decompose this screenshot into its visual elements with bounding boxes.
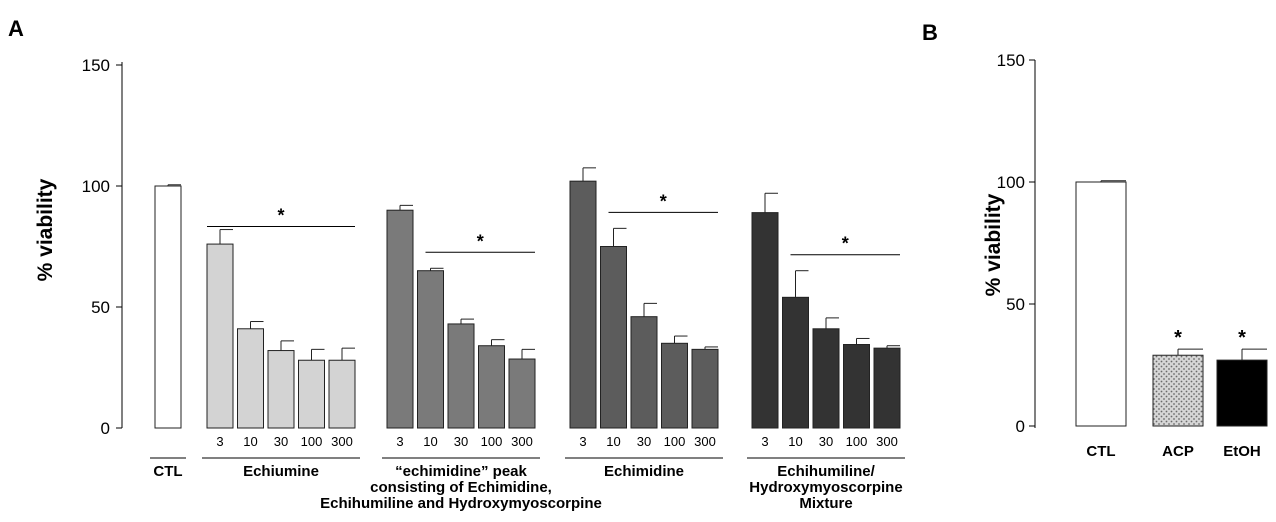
dose-label: 100 (664, 434, 686, 449)
bar (661, 342, 688, 429)
dose-label: 3 (761, 434, 768, 449)
dose-label: 30 (637, 434, 651, 449)
y-tick-label: 100 (997, 173, 1025, 192)
dose-label: 300 (511, 434, 533, 449)
dose-label: 10 (606, 434, 620, 449)
dose-label: 30 (274, 434, 288, 449)
group-label: Hydroxymyoscorpine (749, 479, 902, 496)
dose-label: 100 (481, 434, 503, 449)
dose-label: 10 (423, 434, 437, 449)
y-tick-label: 100 (82, 177, 110, 196)
y-tick-label: 50 (91, 298, 110, 317)
bar (267, 350, 295, 429)
group-label: CTL (153, 463, 182, 480)
dose-label: 100 (301, 434, 323, 449)
bar (691, 348, 719, 429)
significance-star: * (842, 234, 849, 254)
dose-label: 3 (579, 434, 586, 449)
dose-label: 30 (819, 434, 833, 449)
group-label: Echihumiline and Hydroxymyoscorpine (320, 495, 602, 512)
group-label: Echiumine (243, 463, 319, 480)
panel-b: B % viability 0 50 100 150 CTL ACP * EtOH * (922, 20, 1268, 460)
dose-label: 100 (846, 434, 868, 449)
bar (782, 296, 809, 429)
dose-label: 10 (788, 434, 802, 449)
significance-star: * (1174, 327, 1182, 349)
panel-a-label: A (8, 16, 24, 41)
dose-label: 300 (876, 434, 898, 449)
bar (328, 359, 356, 429)
dose-label: 10 (243, 434, 257, 449)
bar (812, 328, 840, 429)
panel-b-y-axis-label: % viability (982, 193, 1005, 296)
bar (873, 347, 901, 429)
panel-a-y-axis-label: % viability (34, 178, 57, 281)
group-label: “echimidine” peak (395, 463, 527, 480)
group-label: Echihumiline/ (777, 463, 875, 480)
bar (600, 246, 627, 429)
bar (1152, 354, 1204, 427)
dose-label: 300 (331, 434, 353, 449)
group-label: Mixture (799, 495, 852, 512)
bar (751, 212, 779, 429)
y-tick-label: 50 (1006, 295, 1025, 314)
panel-b-label: B (922, 20, 938, 45)
bar (298, 359, 325, 429)
panel-b-y-ticks: 0 50 100 150 (997, 51, 1035, 436)
category-label: ACP (1162, 443, 1194, 460)
dose-label: 300 (694, 434, 716, 449)
bar (386, 209, 414, 429)
bar (843, 344, 870, 429)
dose-label: 3 (216, 434, 223, 449)
bar (206, 243, 234, 429)
bar (478, 345, 505, 429)
bar (569, 180, 597, 429)
significance-star: * (1238, 327, 1246, 349)
y-tick-label: 150 (997, 51, 1025, 70)
bar (417, 270, 444, 429)
category-label: CTL (1086, 443, 1115, 460)
panel-a-bars (154, 167, 901, 429)
panel-b-bars (1075, 180, 1268, 427)
bar (237, 328, 264, 429)
group-label: consisting of Echimidine, (370, 479, 552, 496)
category-label: EtOH (1223, 443, 1261, 460)
significance-star: * (660, 191, 667, 211)
y-tick-label: 0 (1016, 417, 1025, 436)
bar (1075, 181, 1127, 427)
panel-a-y-ticks: 0 50 100 150 (82, 56, 122, 438)
dose-label: 30 (454, 434, 468, 449)
bar (508, 358, 536, 429)
y-tick-label: 0 (101, 419, 110, 438)
dose-label: 3 (396, 434, 403, 449)
panel-a-labels: CTL 3 10 30 100 300 Echiumine * 3 10 30 100 300 “echi… (150, 191, 905, 512)
group-label: Echimidine (604, 463, 684, 480)
significance-star: * (477, 231, 484, 251)
bar (447, 323, 475, 429)
panel-b-labels: CTL ACP * EtOH * (1086, 327, 1260, 460)
bar (154, 185, 182, 429)
significance-star: * (277, 206, 284, 226)
bar (1216, 359, 1268, 427)
y-tick-label: 150 (82, 56, 110, 75)
bar (630, 316, 658, 429)
